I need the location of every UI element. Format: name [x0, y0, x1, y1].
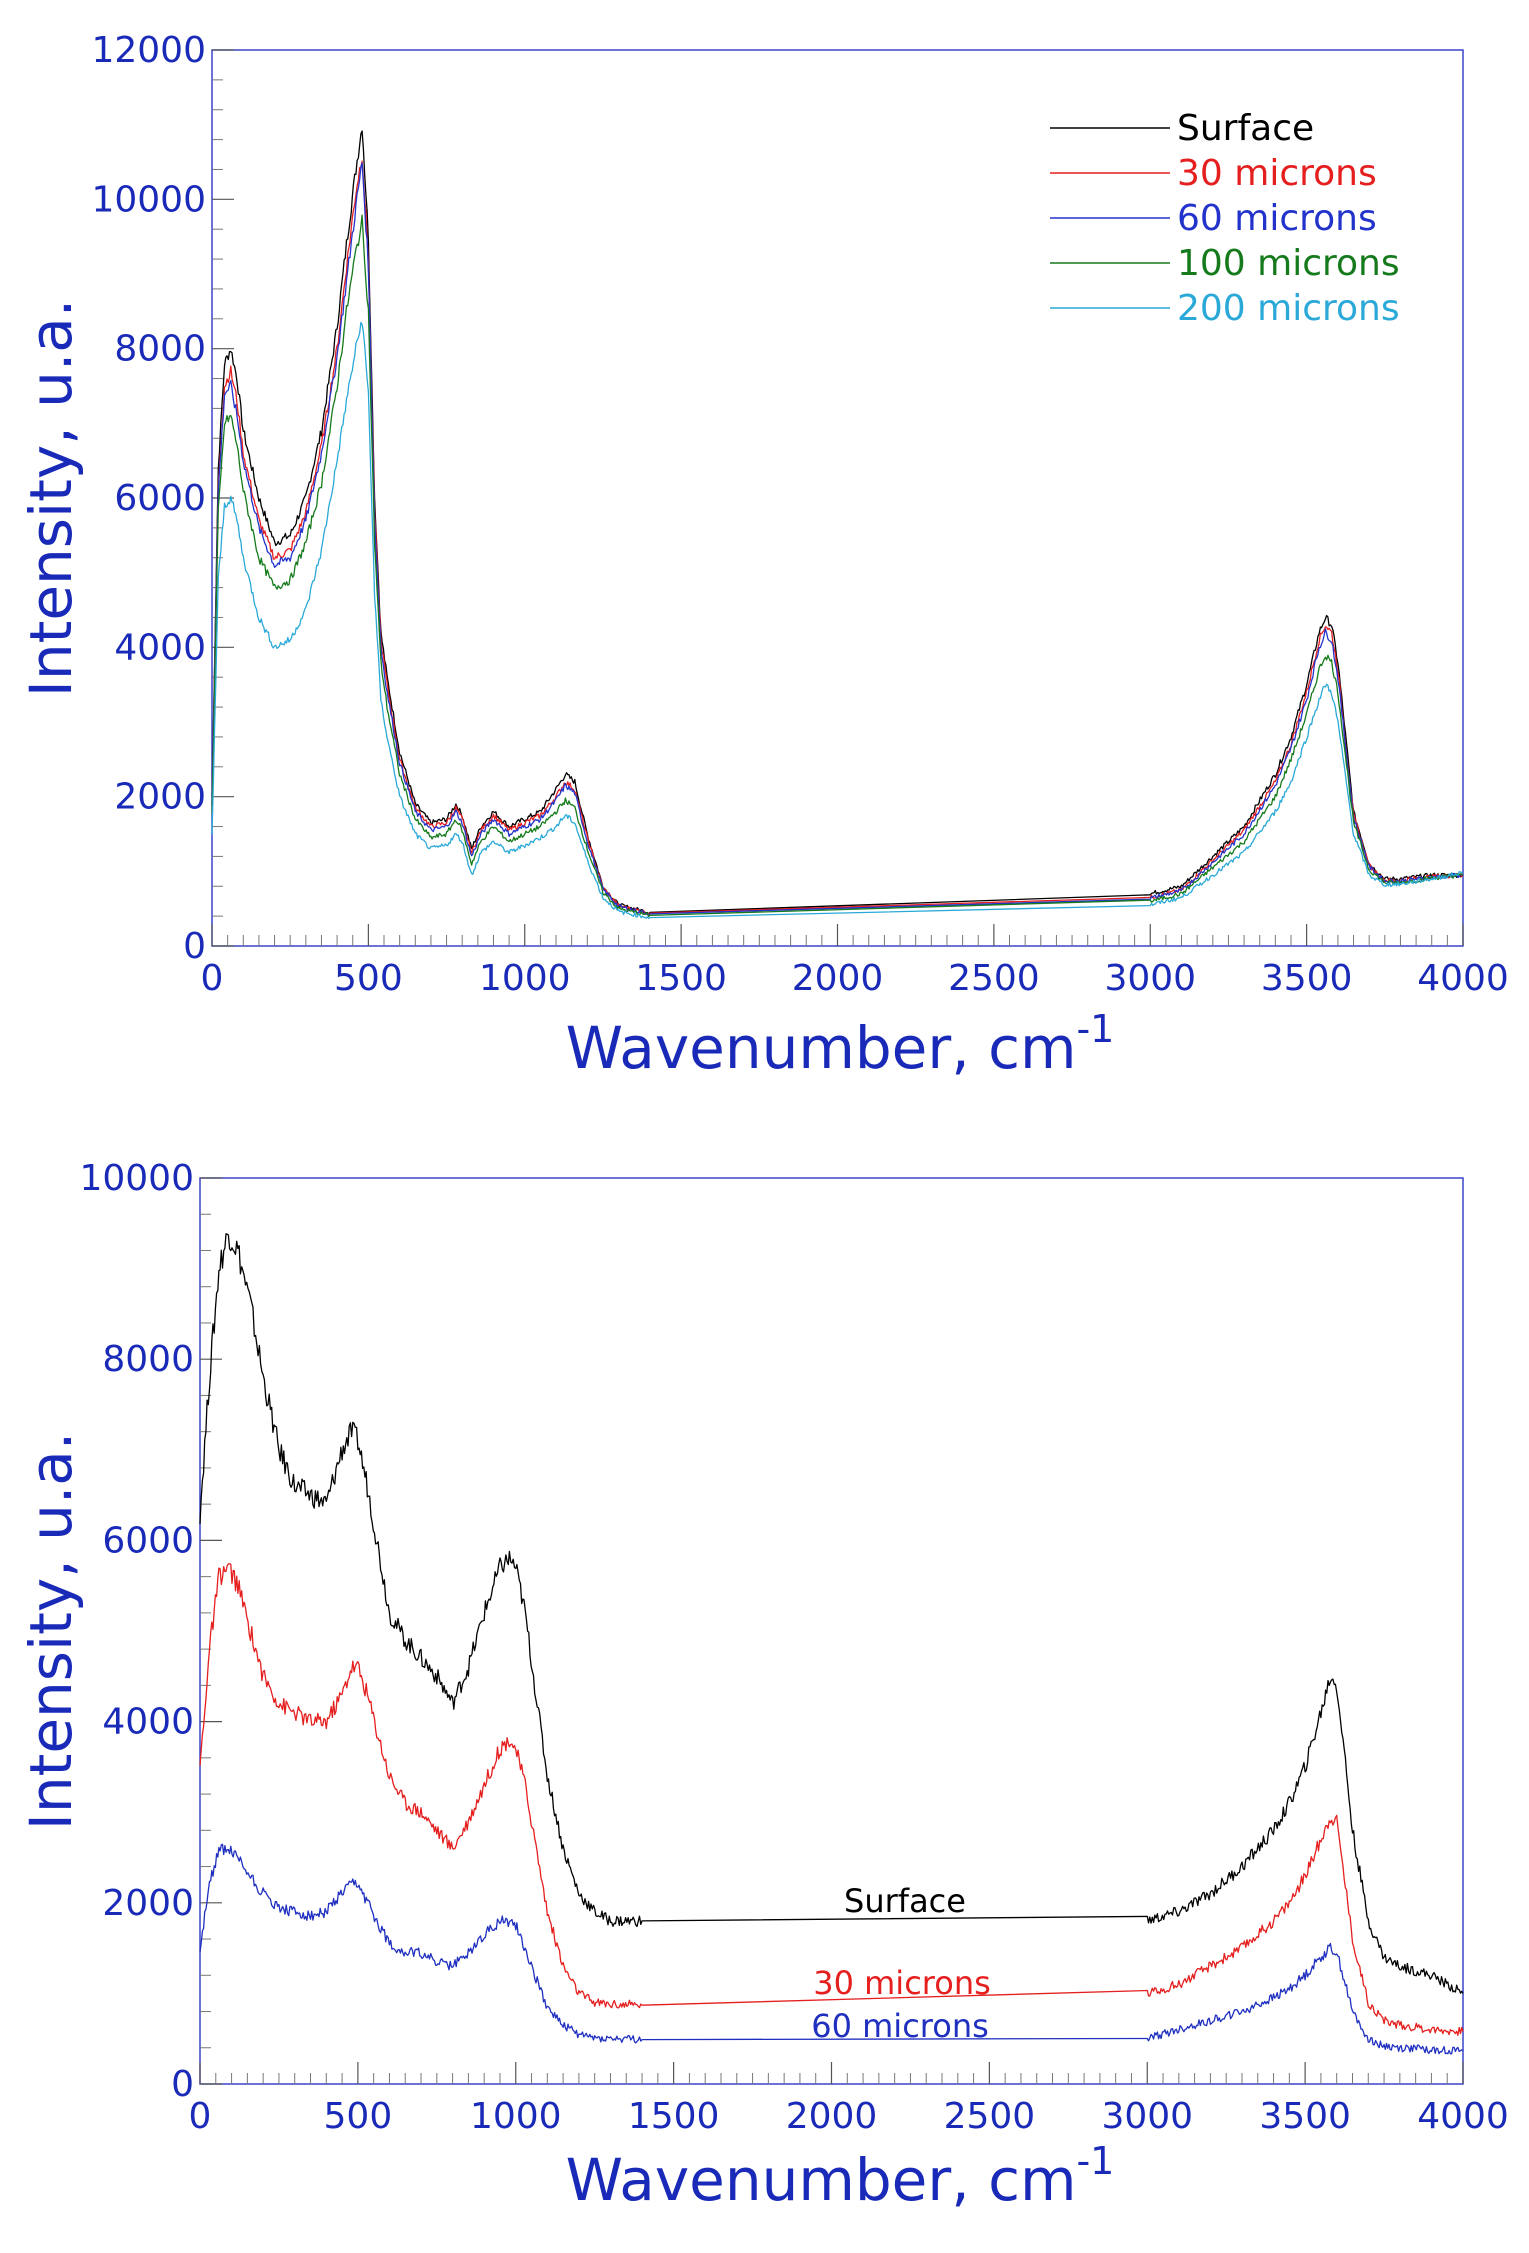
x-tick-label: 3000	[1104, 958, 1196, 999]
series-line-60-microns	[199, 1843, 1464, 2055]
legend-label: 200 microns	[1177, 288, 1400, 329]
y-tick-label: 6000	[102, 1520, 194, 1561]
x-tick-label: 500	[324, 2096, 393, 2137]
x-tick-label: 4000	[1417, 958, 1509, 999]
x-tick-label: 2500	[948, 958, 1040, 999]
inline-labels-bottom: Surface 30 microns 60 microns	[811, 1882, 991, 2045]
x-tick-label: 3500	[1259, 2096, 1351, 2137]
series-line-surface	[211, 130, 1464, 915]
series-group-top	[211, 130, 1464, 920]
x-tick-label: 0	[201, 958, 224, 999]
y-axis-title-bottom: Intensity, u.a.	[17, 1432, 85, 1831]
y-tick-label: 8000	[114, 329, 206, 370]
inline-series-label: 60 microns	[811, 2007, 989, 2045]
series-line-surface	[199, 1233, 1464, 1994]
x-axis-top: 0 500 1000 1500 2000 2500 3000 3500 4000	[201, 924, 1509, 999]
y-tick-label: 6000	[114, 478, 206, 519]
legend-label: 60 microns	[1177, 198, 1377, 239]
x-tick-label: 500	[334, 958, 403, 999]
y-tick-label: 12000	[91, 30, 206, 71]
legend-label: 100 microns	[1177, 243, 1400, 284]
chart-top: 0 2000 4000 6000 8000 10000 12000 0 500 1000 1500…	[17, 30, 1509, 1082]
x-tick-label: 2000	[786, 2096, 878, 2137]
chart-bottom: 0 2000 4000 6000 8000 10000 0 500 1000 1500 2000 2…	[17, 1158, 1509, 2214]
x-tick-label: 1000	[470, 2096, 562, 2137]
y-tick-label: 0	[171, 2064, 194, 2105]
legend-label: Surface	[1177, 108, 1314, 149]
x-axis-title-main-bottom: Wavenumber, cm	[566, 2146, 1077, 2214]
x-tick-label: 3500	[1261, 958, 1353, 999]
x-tick-label: 2500	[944, 2096, 1036, 2137]
x-axis-title-top: Wavenumber, cm-1	[566, 1007, 1115, 1082]
y-tick-label: 0	[183, 926, 206, 967]
x-tick-label: 1500	[628, 2096, 720, 2137]
y-tick-label: 2000	[114, 777, 206, 818]
y-axis-title-top: Intensity, u.a.	[17, 299, 85, 698]
x-tick-label: 1500	[635, 958, 727, 999]
series-group-bottom	[199, 1233, 1464, 2055]
inline-series-label: 30 microns	[813, 1964, 991, 2002]
x-tick-label: 3000	[1101, 2096, 1193, 2137]
y-tick-label: 4000	[114, 627, 206, 668]
y-tick-label: 2000	[102, 1883, 194, 1924]
y-tick-label: 8000	[102, 1339, 194, 1380]
inline-series-label: Surface	[844, 1882, 966, 1920]
legend-label: 30 microns	[1177, 153, 1377, 194]
x-axis-title-bottom: Wavenumber, cm-1	[566, 2139, 1115, 2214]
x-tick-label: 1000	[479, 958, 571, 999]
x-axis-title-sup-bottom: -1	[1076, 2139, 1114, 2183]
x-axis-title-sup-top: -1	[1076, 1007, 1114, 1051]
y-tick-label: 10000	[79, 1158, 194, 1199]
x-axis-bottom: 0 500 1000 1500 2000 2500 3000 3500 4000	[189, 2062, 1509, 2137]
y-axis-top: 0 2000 4000 6000 8000 10000 12000	[91, 30, 234, 967]
series-line-60-microns	[211, 162, 1464, 916]
series-line-100-microns	[211, 214, 1464, 918]
x-tick-label: 0	[189, 2096, 212, 2137]
plot-frame-bottom	[199, 1177, 1464, 2085]
series-line-200-microns	[211, 321, 1464, 920]
y-axis-bottom: 0 2000 4000 6000 8000 10000	[79, 1158, 222, 2105]
y-tick-label: 4000	[102, 1702, 194, 1743]
x-tick-label: 4000	[1417, 2096, 1509, 2137]
x-axis-title-main-top: Wavenumber, cm	[566, 1014, 1077, 1082]
y-tick-label: 10000	[91, 179, 206, 220]
x-tick-label: 2000	[792, 958, 884, 999]
series-line-30-microns	[199, 1563, 1464, 2036]
